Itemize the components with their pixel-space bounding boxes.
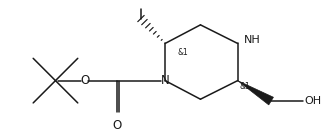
Text: &1: &1	[177, 48, 188, 57]
Polygon shape	[237, 81, 274, 105]
Text: O: O	[80, 74, 90, 87]
Text: &1: &1	[239, 82, 250, 92]
Text: OH: OH	[305, 96, 322, 106]
Text: NH: NH	[243, 36, 260, 45]
Text: N: N	[161, 74, 170, 87]
Text: O: O	[112, 119, 122, 132]
